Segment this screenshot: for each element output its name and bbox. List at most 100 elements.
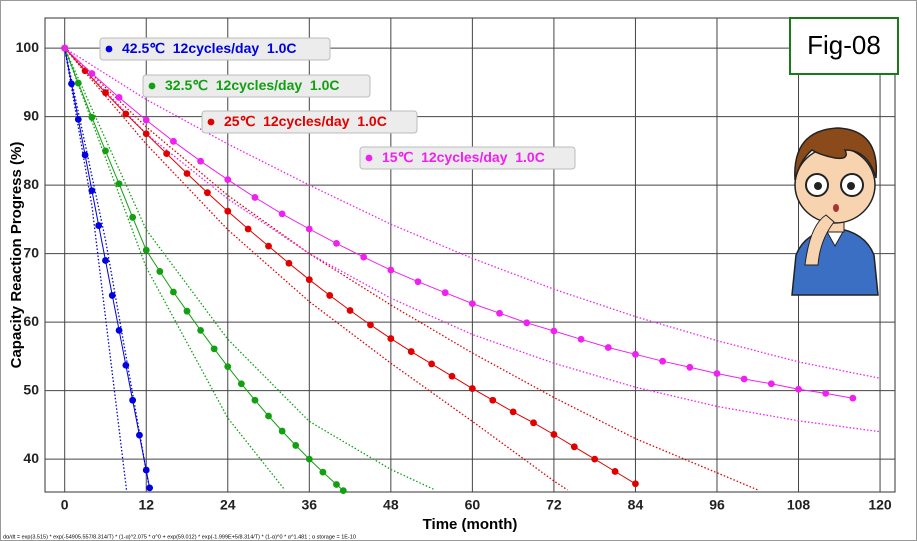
data-point [339,487,347,495]
x-tick-label: 84 [628,497,644,513]
data-point [285,259,293,267]
x-tick-label: 108 [787,497,811,513]
data-point [74,115,82,123]
y-tick-label: 100 [16,39,40,55]
figure-label: Fig-08 [807,30,881,60]
legend-label: 25℃ 12cycles/day 1.0C [224,113,387,129]
data-point [102,89,109,97]
figure-label-box [789,17,899,75]
legend-item: 25℃ 12cycles/day 1.0C [201,110,418,134]
band-lower [64,47,568,491]
data-point [224,176,232,184]
data-point [88,113,96,121]
data-point [387,335,395,342]
legend-marker [207,118,215,126]
data-point [346,307,354,314]
cartoon [791,127,879,296]
data-point [210,345,218,353]
data-point [292,442,300,449]
x-tick-label: 96 [709,497,725,513]
data-point [237,380,245,388]
data-point [129,213,137,221]
data-point [387,266,395,274]
data-point [686,363,694,371]
y-tick-label: 70 [23,244,39,260]
data-point [95,222,103,229]
data-point [278,427,286,435]
data-point [326,292,334,299]
band-lower [64,47,286,491]
legend-marker [365,154,373,162]
data-point [265,412,272,420]
x-tick-label: 48 [383,497,399,513]
data-point [108,292,116,299]
data-point [61,44,69,52]
data-point [795,385,802,393]
legend-label: 42.5℃ 12cycles/day 1.0C [122,40,297,56]
data-point [367,321,374,329]
y-tick-label: 60 [23,313,39,329]
legend-marker [105,45,113,53]
band-upper [64,47,151,491]
y-tick-label: 90 [23,107,39,123]
x-tick-label: 24 [220,497,236,513]
data-point [550,327,558,335]
legend-box [359,146,576,170]
data-point [142,130,150,138]
data-point [183,170,191,177]
legend-item: 32.5℃ 12cycles/day 1.0C [142,74,371,98]
data-point [468,300,476,308]
y-tick-label: 40 [23,450,39,466]
data-point [305,276,313,284]
band-upper [64,47,436,491]
legend-label: 15℃ 12cycles/day 1.0C [382,149,545,165]
legend-box [99,37,331,61]
band-upper [64,47,758,491]
x-tick-label: 36 [302,497,318,513]
data-point [428,360,436,368]
data-point [146,484,154,492]
data-point [496,309,503,317]
x-tick-label: 60 [465,497,481,513]
data-point [767,380,775,388]
data-point [632,350,639,358]
data-point [265,242,272,250]
legend-label: 32.5℃ 12cycles/day 1.0C [165,77,340,93]
data-point [122,361,130,369]
data-point [333,481,340,488]
band-lower [64,47,128,490]
data-point [577,335,585,343]
data-point [203,189,211,197]
fit-line [64,47,853,399]
data-point [88,70,96,77]
data-point [68,80,75,88]
data-point [74,79,82,87]
data-point [333,239,340,247]
x-tick-label: 72 [546,497,562,513]
x-axis-label: Time (month) [423,516,518,533]
data-point [136,431,143,439]
legend-item: 15℃ 12cycles/day 1.0C [359,146,576,170]
y-axis-label: Capacity Reaction Progress (%) [8,142,25,369]
y-tick-label: 80 [23,176,39,192]
data-point [129,396,137,404]
data-point [659,357,667,365]
x-tick-label: 0 [61,497,69,513]
data-point [224,363,232,371]
y-tick-label: 50 [23,381,39,397]
data-point [441,289,449,297]
formula: dα/dt = exp(3.515) * exp(-54905.557/8.31… [3,534,356,540]
data-point [115,180,123,188]
data-point [142,116,150,124]
data-point [550,431,558,438]
data-point [632,480,639,488]
band-upper [64,47,881,379]
x-tick-label: 120 [868,497,892,513]
legend-marker [148,82,156,90]
data-point [530,419,537,427]
data-point [142,246,150,254]
data-point [251,194,259,201]
data-point [163,150,171,158]
data-point [122,110,130,118]
